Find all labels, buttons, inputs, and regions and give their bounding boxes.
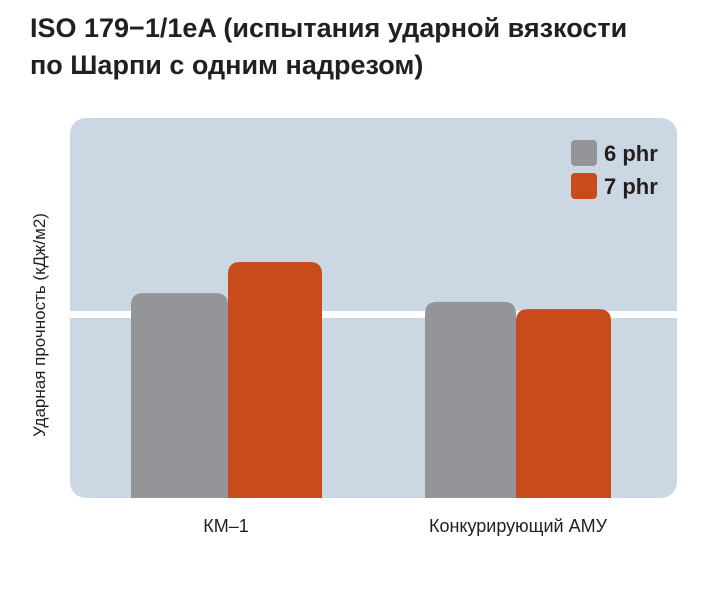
title-line-2: по Шарпи с одним надрезом): [30, 50, 424, 80]
y-axis-label: Ударная прочность (кДж/м2): [30, 213, 49, 437]
title-line-1: ISO 179−1/1eA (испытания ударной вязкост…: [30, 13, 628, 43]
legend-label-6phr: 6 phr: [604, 141, 658, 166]
chart-title: ISO 179−1/1eA (испытания ударной вязкост…: [30, 10, 704, 84]
bar-7phr-competitor: [516, 309, 611, 498]
legend-swatch-7phr: [571, 173, 597, 199]
bar-6phr-competitor: [425, 301, 516, 498]
bar-6phr-km1: [131, 293, 228, 498]
legend-label-7phr: 7 phr: [604, 174, 658, 199]
legend-swatch-6phr: [571, 140, 597, 166]
reference-line: [70, 310, 677, 318]
x-tick-label-km1: КМ–1: [203, 516, 249, 536]
bar-7phr-km1: [228, 262, 322, 498]
x-tick-label-competitor: Конкурирующий АМУ: [428, 516, 608, 536]
